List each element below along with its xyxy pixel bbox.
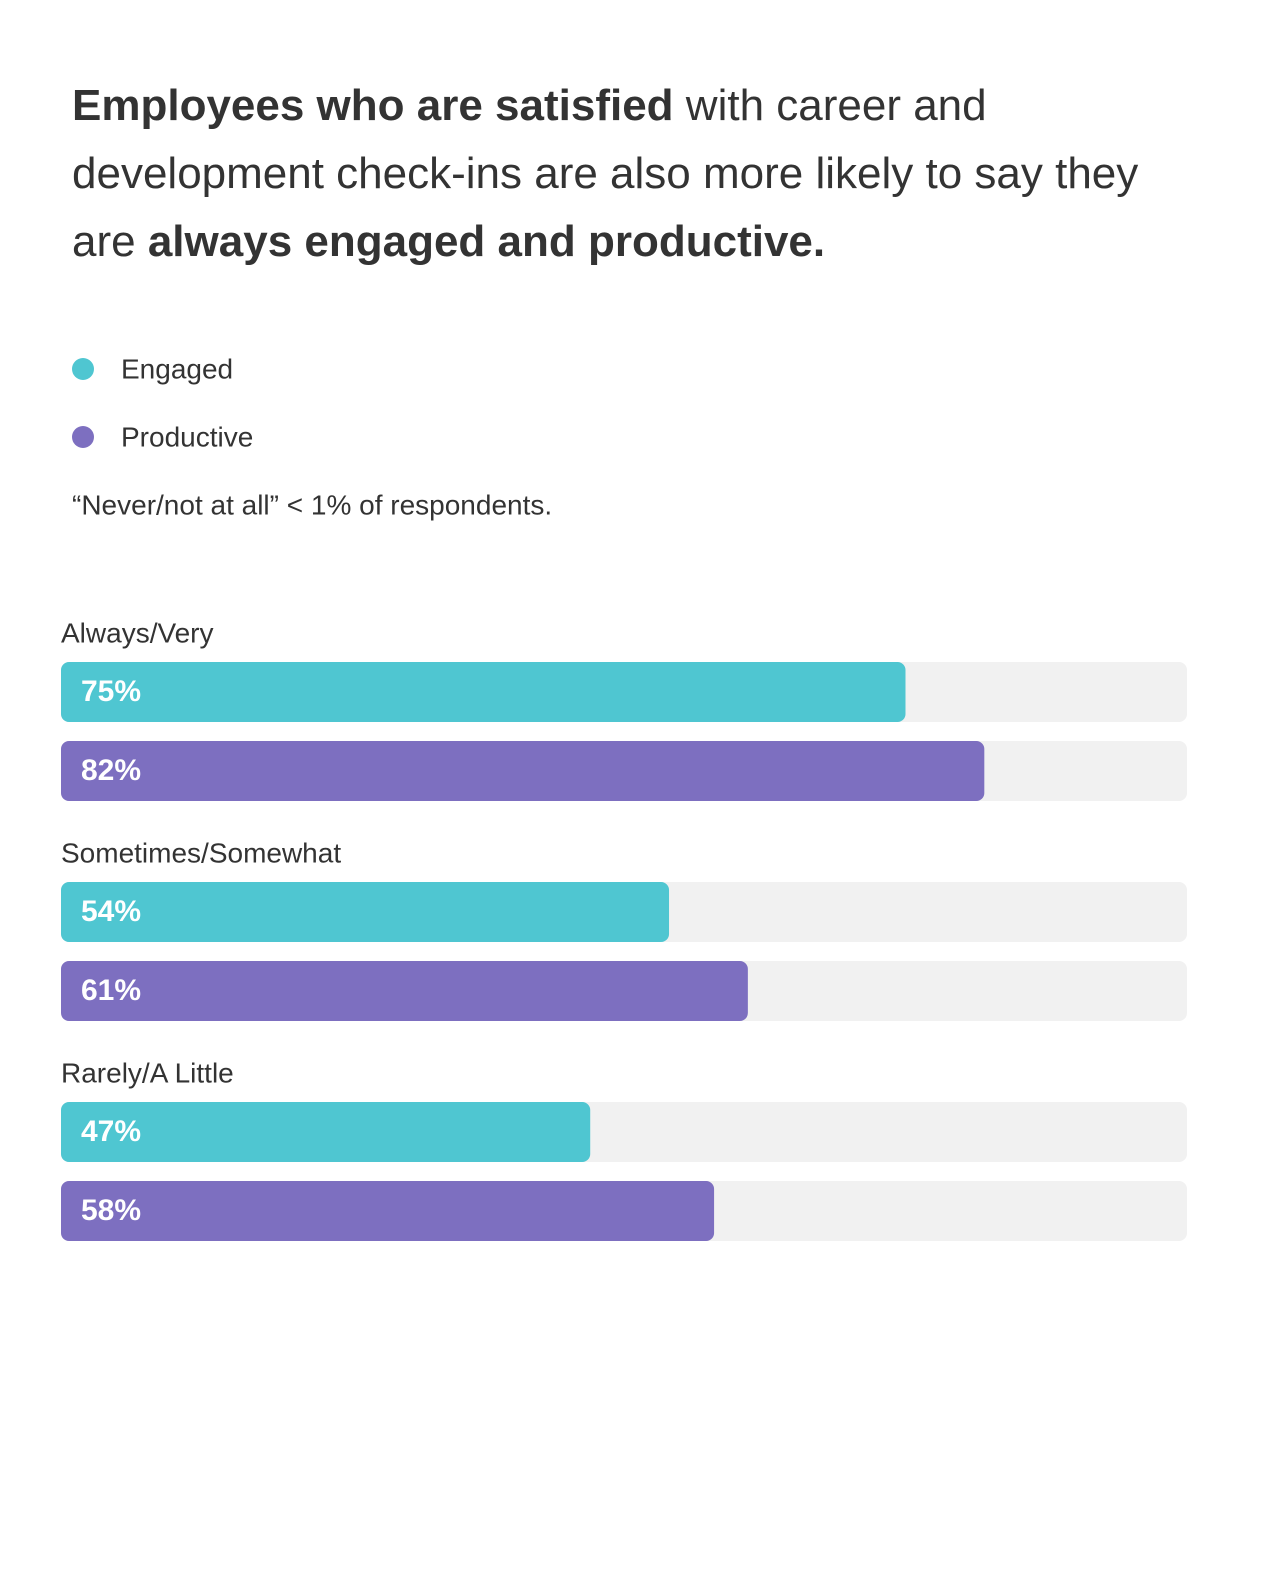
- category-label: Always/Very: [61, 617, 214, 648]
- bar: [61, 741, 985, 801]
- bar: [61, 961, 748, 1021]
- value-label: 75%: [81, 675, 141, 708]
- bar: [61, 882, 670, 942]
- category-label: Sometimes/Somewhat: [61, 837, 341, 868]
- legend-marker: [72, 426, 94, 448]
- title-segment: always engaged and productive.: [147, 217, 826, 266]
- legend-marker: [72, 358, 94, 380]
- bar: [61, 662, 906, 722]
- category-label: Rarely/A Little: [61, 1057, 234, 1088]
- legend-label: Engaged: [121, 353, 233, 384]
- bar: [61, 1102, 591, 1162]
- title-segment: Employees who are satisfied: [72, 81, 674, 130]
- value-label: 58%: [81, 1194, 141, 1227]
- legend-label: Productive: [121, 421, 253, 452]
- value-label: 47%: [81, 1115, 141, 1148]
- value-label: 82%: [81, 754, 141, 787]
- chart-title: Employees who are satisfied with career …: [72, 72, 1182, 276]
- bar: [61, 1181, 715, 1241]
- note: “Never/not at all” < 1% of respondents.: [72, 489, 552, 520]
- value-label: 54%: [81, 895, 141, 928]
- value-label: 61%: [81, 974, 141, 1007]
- title-segment: with career and development check-ins ar…: [72, 81, 1139, 266]
